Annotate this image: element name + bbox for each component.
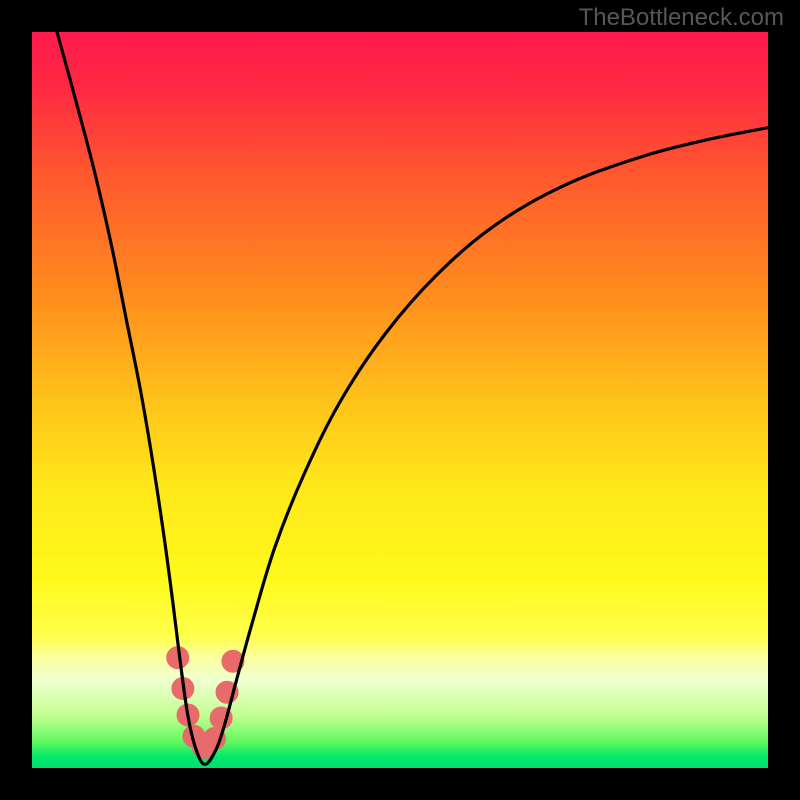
chart-container: TheBottleneck.com <box>0 0 800 800</box>
plot-frame-border <box>30 30 770 770</box>
